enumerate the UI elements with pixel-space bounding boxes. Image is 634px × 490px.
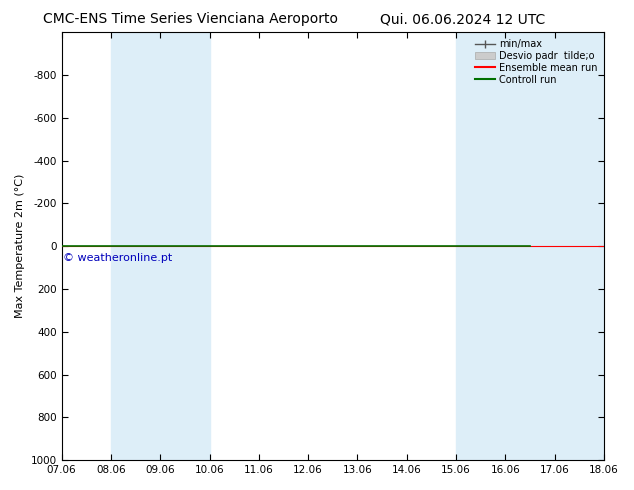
- Legend: min/max, Desvio padr  tilde;o, Ensemble mean run, Controll run: min/max, Desvio padr tilde;o, Ensemble m…: [474, 37, 599, 87]
- Text: Qui. 06.06.2024 12 UTC: Qui. 06.06.2024 12 UTC: [380, 12, 545, 26]
- Text: CMC-ENS Time Series Vienciana Aeroporto: CMC-ENS Time Series Vienciana Aeroporto: [42, 12, 338, 26]
- Bar: [111, 32, 160, 460]
- Bar: [555, 32, 604, 460]
- Y-axis label: Max Temperature 2m (°C): Max Temperature 2m (°C): [15, 174, 25, 318]
- Bar: [505, 32, 555, 460]
- Bar: [160, 32, 209, 460]
- Text: © weatheronline.pt: © weatheronline.pt: [63, 252, 172, 263]
- Bar: [456, 32, 505, 460]
